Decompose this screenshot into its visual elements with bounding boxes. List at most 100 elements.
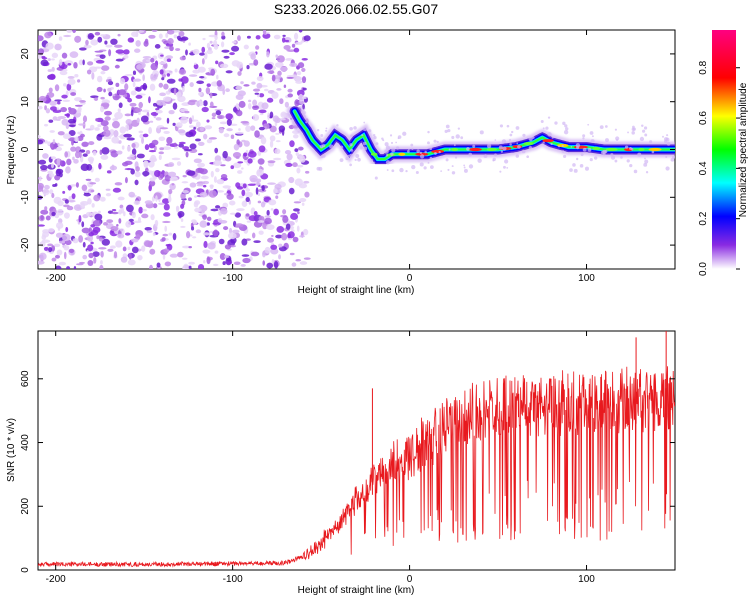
noise-blob (57, 101, 61, 105)
noise-blob (62, 69, 68, 72)
noise-blob (47, 58, 51, 62)
noise-blob (149, 120, 154, 123)
noise-blob (128, 218, 134, 222)
noise-blob (66, 205, 74, 211)
noise-blob (289, 140, 295, 148)
noise-blob (192, 69, 201, 74)
ridge-scatter (626, 159, 630, 163)
ridge-scatter (479, 130, 484, 135)
noise-blob (222, 202, 229, 208)
noise-blob (166, 78, 176, 84)
spectrogram-ridge (286, 103, 675, 180)
noise-blob (152, 203, 158, 209)
noise-blob (193, 158, 202, 164)
noise-blob (287, 231, 295, 239)
noise-blob (199, 126, 204, 132)
ridge-scatter (420, 154, 425, 159)
noise-blob (262, 30, 267, 35)
ridge-scatter (624, 145, 629, 149)
noise-blob (271, 234, 274, 238)
noise-blob (95, 59, 105, 64)
noise-blob (62, 99, 71, 102)
ridge-scatter (572, 163, 576, 167)
noise-blob (68, 107, 77, 115)
noise-blob (213, 176, 217, 183)
noise-blob (129, 102, 137, 107)
noise-blob (94, 177, 100, 183)
noise-blob (148, 126, 153, 134)
noise-blob (162, 146, 172, 151)
ridge-scatter (325, 127, 328, 130)
noise-blob (273, 261, 279, 269)
ridge-scatter (487, 143, 492, 149)
noise-blob (293, 47, 300, 53)
ridge-scatter (345, 156, 349, 161)
noise-blob (252, 88, 261, 92)
noise-blob (54, 183, 58, 187)
ridge-scatter (368, 129, 372, 133)
noise-blob (166, 136, 173, 145)
noise-blob (301, 67, 306, 73)
noise-blob (132, 81, 136, 88)
noise-blob (303, 35, 311, 42)
noise-blob (67, 185, 72, 191)
ridge-scatter (662, 135, 664, 138)
noise-blob (94, 97, 98, 101)
noise-blob (57, 200, 64, 207)
noise-blob (224, 193, 229, 196)
noise-blob (44, 184, 50, 190)
ridge-scatter (423, 166, 427, 170)
noise-blob (205, 87, 211, 95)
noise-blob (38, 252, 47, 261)
ridge-scatter (448, 148, 451, 151)
ridge-scatter (477, 158, 482, 163)
ridge-hotspot (592, 146, 601, 151)
noise-blob (49, 130, 55, 133)
ridge-scatter (540, 120, 544, 123)
noise-blob (118, 218, 122, 224)
noise-blob (89, 124, 95, 131)
noise-blob (38, 139, 44, 145)
ridge-scatter (627, 131, 629, 134)
noise-blob (93, 256, 97, 264)
noise-blob (56, 209, 64, 216)
noise-blob (119, 228, 124, 232)
noise-blob (90, 39, 99, 46)
noise-blob (284, 150, 292, 155)
noise-blob (74, 104, 83, 107)
ridge-scatter (340, 145, 344, 149)
ridge-scatter (590, 139, 595, 144)
noise-blob (124, 83, 129, 91)
noise-blob (189, 82, 194, 88)
noise-blob (273, 208, 280, 216)
noise-blob (68, 129, 76, 137)
noise-blob (235, 94, 244, 100)
ridge-scatter (492, 157, 496, 161)
noise-blob (275, 195, 279, 199)
noise-blob (142, 83, 148, 91)
noise-blob (56, 249, 63, 256)
noise-blob (124, 177, 128, 184)
noise-blob (252, 99, 258, 106)
noise-blob (110, 38, 118, 45)
noise-blob (228, 227, 233, 234)
noise-blob (133, 220, 142, 224)
noise-blob (105, 44, 113, 48)
spectrogram-ylabel: Frequency (Hz) (6, 116, 17, 185)
ridge-scatter (447, 168, 450, 171)
noise-blob (283, 84, 287, 89)
noise-blob (298, 30, 303, 33)
noise-blob (87, 61, 94, 66)
noise-blob (120, 256, 128, 263)
noise-blob (183, 148, 193, 152)
noise-blob (51, 58, 55, 61)
noise-blob (185, 131, 194, 138)
noise-blob (293, 208, 300, 212)
ridge-scatter (517, 145, 521, 149)
noise-blob (172, 102, 178, 110)
ridge-scatter (633, 169, 638, 174)
noise-blob (218, 220, 228, 224)
noise-blob (42, 153, 49, 159)
noise-blob (101, 147, 110, 155)
noise-blob (63, 245, 70, 251)
